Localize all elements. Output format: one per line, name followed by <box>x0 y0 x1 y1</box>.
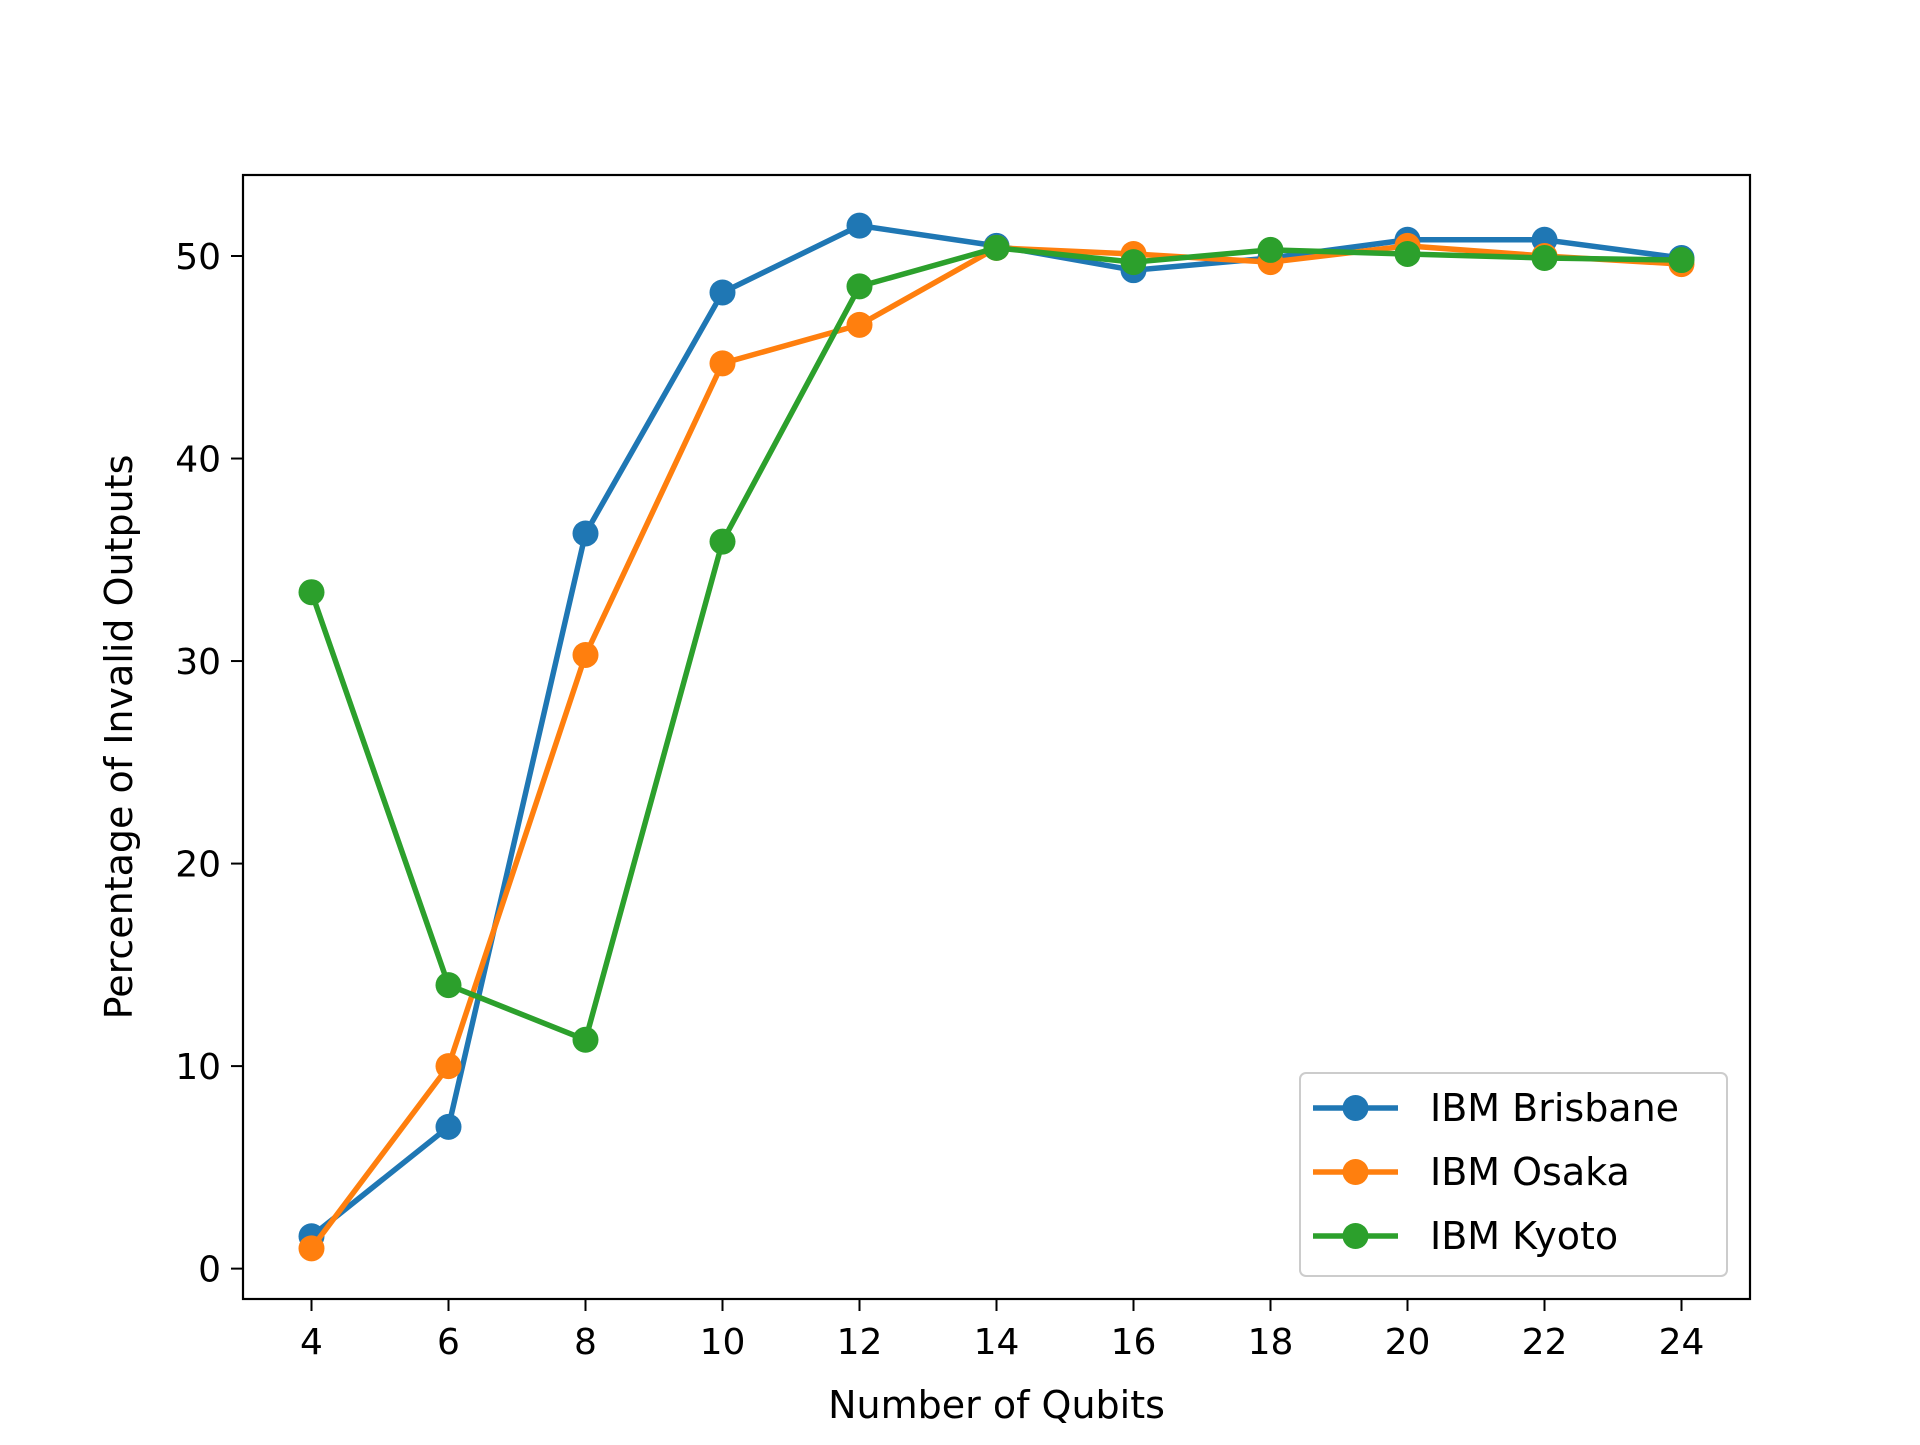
legend-label: IBM Brisbane <box>1430 1086 1679 1130</box>
legend-item-ibm-osaka: IBM Osaka <box>1313 1150 1630 1194</box>
data-point-ibm-brisbane <box>846 212 873 239</box>
data-point-ibm-kyoto <box>435 972 462 999</box>
legend-items: IBM Brisbane IBM Osaka IBM Kyoto <box>1313 1086 1679 1258</box>
y-axis-label: Percentage of Invalid Outputs <box>97 455 141 1020</box>
legend-marker <box>1342 1159 1369 1185</box>
x-axis-label: Number of Qubits <box>828 1383 1165 1427</box>
data-point-ibm-osaka <box>435 1053 462 1080</box>
x-tick-label: 16 <box>1111 1322 1157 1363</box>
x-tick-label: 18 <box>1248 1322 1294 1363</box>
x-tick-label: 8 <box>574 1322 597 1363</box>
x-tick-label: 6 <box>437 1322 460 1363</box>
series-ibm-kyoto <box>298 234 1695 1053</box>
legend-box <box>1299 1072 1728 1277</box>
y-tick-label: 40 <box>175 440 221 481</box>
data-point-ibm-brisbane <box>709 279 736 306</box>
data-point-ibm-kyoto <box>1257 236 1284 263</box>
x-tick-label: 4 <box>300 1322 323 1363</box>
data-point-ibm-kyoto <box>1120 249 1147 276</box>
x-tick-label: 24 <box>1659 1322 1705 1363</box>
data-point-ibm-kyoto <box>1394 240 1421 267</box>
y-tick-label: 50 <box>175 237 221 278</box>
data-point-ibm-kyoto <box>983 234 1010 261</box>
data-point-ibm-osaka <box>572 641 599 668</box>
x-axis: 4 6 8 10 12 14 16 18 20 22 24 <box>300 1299 1704 1363</box>
legend-marker <box>1342 1223 1369 1249</box>
data-point-ibm-kyoto <box>846 273 873 300</box>
x-tick-label: 12 <box>837 1322 883 1363</box>
x-tick-label: 14 <box>974 1322 1020 1363</box>
data-point-ibm-brisbane <box>572 520 599 547</box>
data-point-ibm-kyoto <box>1668 247 1695 274</box>
legend: IBM Brisbane IBM Osaka IBM Kyoto <box>1299 1072 1728 1277</box>
x-tick-label: 22 <box>1522 1322 1568 1363</box>
x-tick-label: 10 <box>700 1322 746 1363</box>
legend-item-ibm-kyoto: IBM Kyoto <box>1313 1214 1618 1258</box>
data-point-ibm-kyoto <box>298 579 325 606</box>
legend-label: IBM Kyoto <box>1430 1214 1618 1258</box>
legend-item-ibm-brisbane: IBM Brisbane <box>1313 1086 1679 1130</box>
legend-marker <box>1342 1095 1369 1121</box>
data-point-ibm-kyoto <box>572 1026 599 1053</box>
data-point-ibm-osaka <box>298 1235 325 1262</box>
y-tick-label: 30 <box>175 642 221 683</box>
y-tick-label: 0 <box>198 1250 221 1291</box>
data-point-ibm-kyoto <box>1531 245 1558 272</box>
data-point-ibm-kyoto <box>709 528 736 555</box>
x-tick-label: 20 <box>1385 1322 1431 1363</box>
data-point-ibm-osaka <box>846 311 873 338</box>
y-tick-label: 20 <box>175 845 221 886</box>
data-point-ibm-osaka <box>709 350 736 377</box>
data-point-ibm-brisbane <box>435 1113 462 1140</box>
legend-label: IBM Osaka <box>1430 1150 1630 1194</box>
y-axis: 0 10 20 30 40 50 <box>175 237 243 1291</box>
series-layer <box>298 212 1695 1262</box>
y-tick-label: 10 <box>175 1047 221 1088</box>
